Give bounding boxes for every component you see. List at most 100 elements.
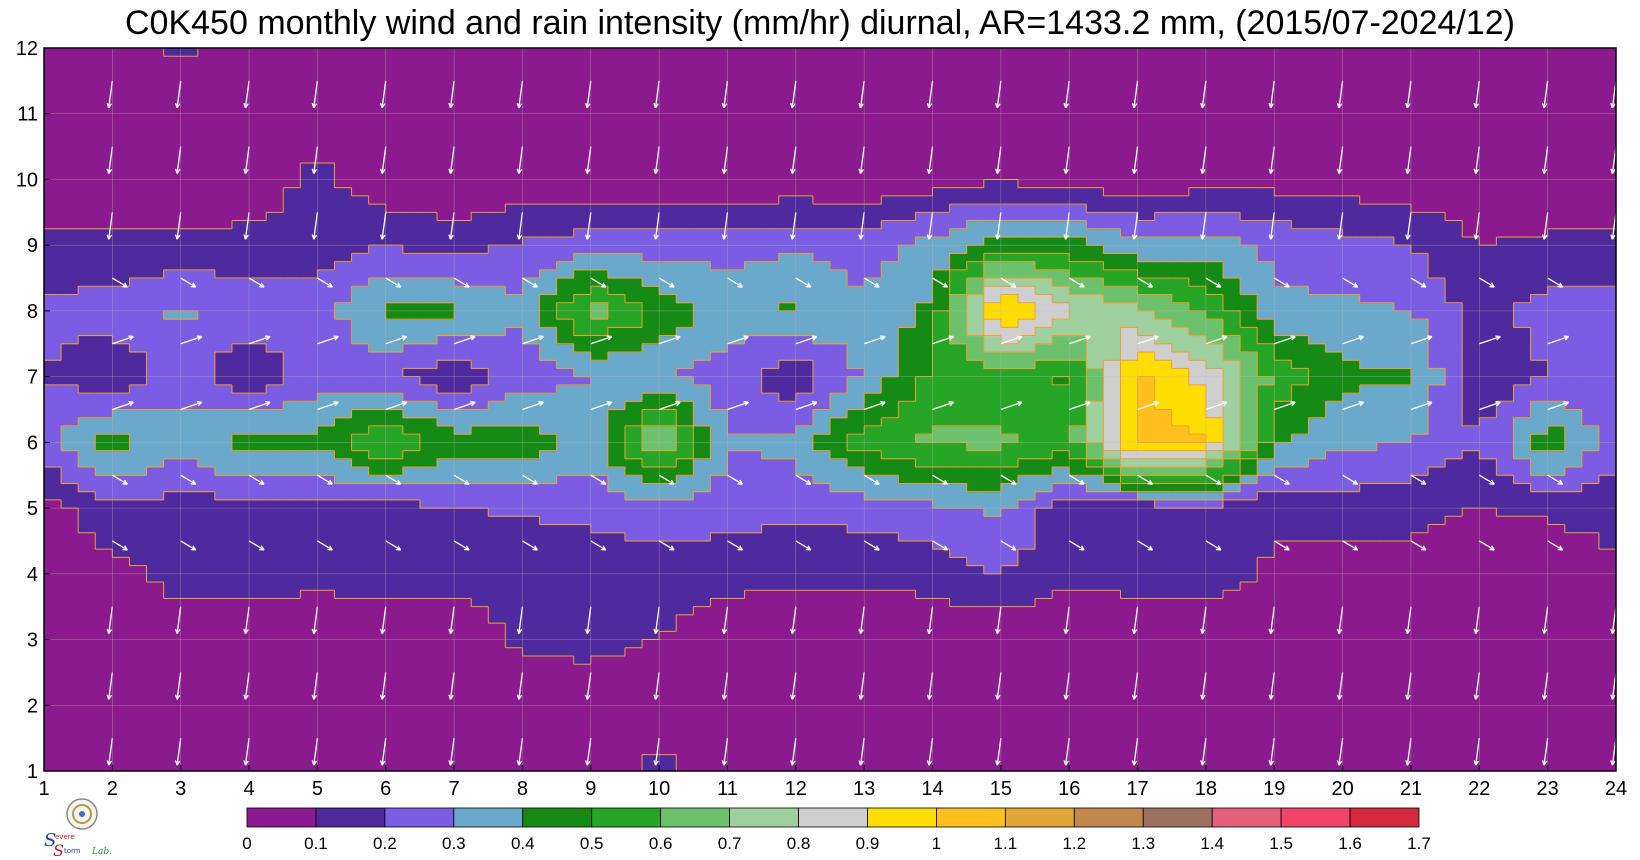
heat-cell [368, 434, 387, 443]
heat-cell [693, 606, 711, 616]
heat-cell [966, 401, 985, 411]
heat-cell [197, 368, 216, 378]
heat-cell [146, 483, 165, 493]
heat-cell [300, 417, 318, 427]
heat-cell [249, 631, 267, 641]
heat-cell [1445, 351, 1463, 361]
heat-cell [1154, 376, 1173, 386]
heat-cell [197, 746, 216, 756]
heat-cell [402, 614, 421, 624]
heat-cell [1240, 360, 1258, 370]
heat-cell [898, 335, 917, 345]
heat-cell [146, 393, 165, 402]
heat-cell [1410, 393, 1429, 402]
heat-cell [437, 672, 455, 682]
heat-cell [1581, 442, 1600, 452]
heat-cell [1069, 384, 1087, 394]
heat-cell [1223, 360, 1241, 370]
heat-cell [1598, 351, 1616, 361]
heat-cell [180, 327, 199, 337]
heat-cell [1564, 475, 1583, 485]
heat-cell [932, 417, 951, 427]
heat-cell [197, 516, 216, 526]
heat-cell [1428, 557, 1446, 567]
heat-cell [1000, 713, 1019, 723]
heat-cell [847, 688, 865, 698]
heat-cell [197, 458, 216, 468]
heat-cell [163, 680, 182, 690]
heat-cell [1496, 623, 1515, 632]
heat-cell [761, 401, 780, 411]
heat-cell [351, 475, 370, 485]
heat-cell [898, 450, 917, 460]
heat-cell [454, 376, 472, 386]
heat-cell [830, 409, 848, 419]
heat-cell [283, 417, 301, 427]
heat-cell [1462, 672, 1480, 682]
heat-cell [197, 582, 216, 591]
heat-cell [761, 491, 780, 501]
heat-cell [505, 713, 524, 723]
heat-cell [146, 557, 165, 567]
heat-cell [1035, 360, 1053, 370]
heat-cell [1120, 442, 1139, 452]
heat-cell [830, 458, 848, 468]
heat-cell [283, 516, 301, 526]
heat-cell [44, 319, 62, 328]
heat-cell [710, 746, 729, 756]
heat-cell [1171, 549, 1190, 558]
heat-cell [1291, 614, 1310, 624]
heat-cell [1035, 491, 1053, 501]
heat-cell [795, 343, 814, 353]
heat-cell [1223, 614, 1241, 624]
heat-cell [78, 738, 96, 747]
heat-cell [1308, 483, 1327, 493]
heat-cell [1205, 573, 1224, 583]
heat-cell [1086, 565, 1104, 575]
heat-cell [1205, 458, 1224, 468]
heat-cell [180, 351, 199, 361]
heat-cell [761, 697, 780, 706]
heat-cell [471, 376, 489, 386]
heat-cell [471, 499, 489, 509]
heat-cell [368, 425, 387, 435]
heat-cell [1188, 368, 1207, 378]
heat-cell [761, 631, 780, 641]
heat-cell [778, 401, 797, 411]
heat-cell [1171, 434, 1190, 443]
heat-cell [573, 623, 592, 632]
heat-cell [1376, 491, 1395, 501]
heat-cell [454, 614, 472, 624]
heat-cell [744, 729, 763, 739]
heat-cell [197, 647, 216, 657]
heat-cell [676, 606, 694, 616]
heat-cell [283, 532, 301, 542]
heat-cell [1581, 351, 1600, 361]
heat-cell [1308, 639, 1327, 649]
heat-cell [1581, 639, 1600, 649]
heat-cell [1547, 434, 1566, 443]
heat-cell [78, 483, 96, 493]
heat-cell [1342, 565, 1361, 575]
heat-cell [795, 368, 814, 378]
heat-cell [624, 483, 643, 493]
heat-cell [795, 491, 814, 501]
heat-cell [864, 647, 882, 657]
heat-cell [505, 393, 524, 402]
heat-cell [1205, 647, 1224, 657]
heat-cell [864, 384, 882, 394]
heat-cell [351, 705, 370, 715]
heat-cell [61, 532, 79, 542]
heat-cell [1462, 376, 1480, 386]
heat-cell [1274, 762, 1292, 771]
heat-cell [402, 557, 421, 567]
heat-cell [659, 360, 677, 370]
heat-cell [676, 434, 694, 443]
heat-cell [1342, 360, 1361, 370]
heat-cell [1052, 368, 1070, 378]
heat-cell [1325, 606, 1344, 616]
heat-cell [283, 721, 301, 731]
heat-cell [590, 351, 609, 361]
heat-cell [744, 713, 763, 723]
heat-cell [881, 590, 899, 600]
